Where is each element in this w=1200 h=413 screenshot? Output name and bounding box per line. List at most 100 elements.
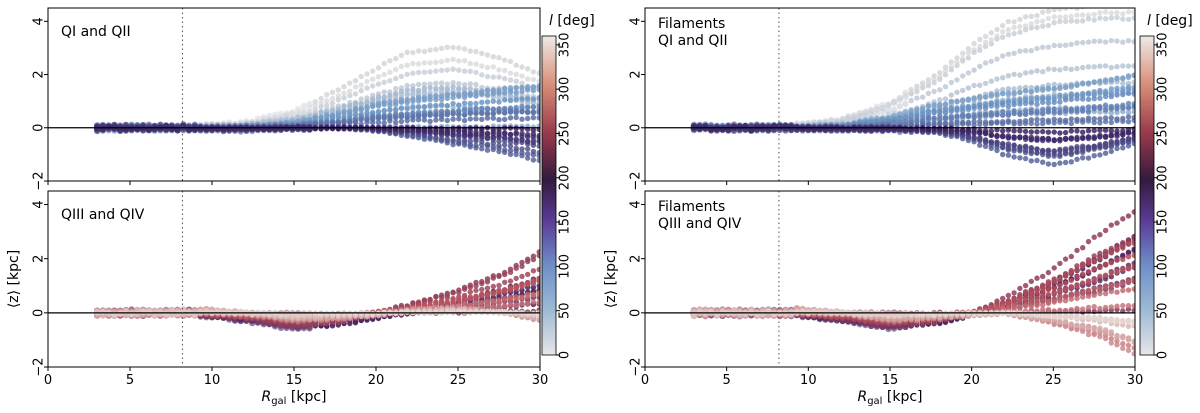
data-point <box>530 148 537 155</box>
data-point <box>1045 44 1052 50</box>
data-point <box>948 67 954 73</box>
data-point <box>960 50 966 56</box>
data-point <box>1097 10 1103 16</box>
panel-annotation: QIII and QIV <box>61 207 145 223</box>
data-point <box>438 45 445 51</box>
data-point <box>427 134 433 140</box>
data-point <box>306 101 313 108</box>
data-point <box>318 104 324 110</box>
data-point <box>421 104 428 110</box>
data-point <box>306 123 313 131</box>
data-point <box>174 310 181 317</box>
data-point <box>507 136 514 142</box>
data-point <box>393 90 399 97</box>
data-point <box>370 103 376 110</box>
data-point <box>519 150 525 156</box>
y-tick-label: 0 <box>32 124 47 132</box>
data-point <box>479 99 485 106</box>
data-point <box>473 100 479 107</box>
data-point <box>1068 18 1075 24</box>
data-point <box>536 283 540 289</box>
data-point <box>1062 18 1069 24</box>
data-point <box>1034 68 1040 74</box>
data-point <box>908 86 914 93</box>
data-point <box>519 73 525 79</box>
data-point <box>1011 24 1017 31</box>
data-point <box>347 88 353 94</box>
data-point <box>387 118 393 124</box>
data-point <box>370 68 376 74</box>
data-point <box>1074 40 1080 46</box>
data-point <box>450 110 456 117</box>
data-point <box>461 301 468 307</box>
data-point <box>450 44 456 51</box>
data-point <box>467 110 473 116</box>
data-point <box>324 102 330 109</box>
data-point <box>421 112 428 119</box>
data-point <box>525 155 531 161</box>
data-point <box>513 294 519 300</box>
data-point <box>99 125 107 133</box>
data-point <box>467 131 473 137</box>
data-point <box>1051 42 1057 49</box>
data-point <box>260 125 267 132</box>
y-tick-label: −2 <box>32 171 47 190</box>
data-point <box>502 279 508 285</box>
data-point <box>335 311 341 317</box>
data-point <box>513 71 519 78</box>
data-point <box>473 142 479 149</box>
data-point <box>507 151 514 157</box>
data-point <box>1045 66 1052 72</box>
data-point <box>151 312 158 320</box>
data-point <box>502 109 508 116</box>
data-point <box>1103 2 1108 7</box>
data-point <box>410 104 416 110</box>
data-point <box>1068 13 1075 20</box>
data-point <box>387 58 393 64</box>
data-point <box>456 81 462 87</box>
data-point <box>536 299 540 305</box>
data-point <box>421 48 428 55</box>
data-point <box>139 127 147 134</box>
data-point <box>427 47 433 53</box>
x-tick-label: 25 <box>450 373 467 388</box>
data-point <box>398 105 405 111</box>
data-point <box>1057 8 1063 12</box>
data-point <box>473 105 479 112</box>
data-point <box>364 98 370 105</box>
data-point <box>937 97 943 103</box>
data-point <box>433 68 439 74</box>
data-point <box>1085 39 1092 45</box>
data-point <box>473 93 479 99</box>
data-point <box>456 67 462 73</box>
data-point <box>1017 85 1023 91</box>
scatter-points <box>94 249 540 332</box>
data-point <box>502 131 508 137</box>
data-point <box>507 295 514 301</box>
data-point <box>530 96 537 102</box>
data-point <box>965 85 972 91</box>
data-point <box>490 74 496 80</box>
data-point <box>387 114 393 120</box>
data-point <box>444 117 450 124</box>
data-point <box>277 311 285 318</box>
data-point <box>467 289 473 295</box>
data-point <box>525 104 531 111</box>
data-point <box>312 107 318 113</box>
data-point <box>289 109 296 116</box>
data-point <box>507 70 514 76</box>
data-point <box>1120 39 1126 45</box>
data-point <box>1114 14 1120 21</box>
data-point <box>438 125 445 132</box>
data-point <box>1062 14 1069 20</box>
data-point <box>300 102 307 110</box>
data-point <box>530 157 537 163</box>
data-point <box>530 84 537 90</box>
data-point <box>536 134 540 141</box>
data-point <box>942 96 949 102</box>
data-point <box>467 309 473 315</box>
data-point <box>415 61 422 67</box>
data-point <box>421 126 428 132</box>
data-point <box>1114 2 1119 7</box>
